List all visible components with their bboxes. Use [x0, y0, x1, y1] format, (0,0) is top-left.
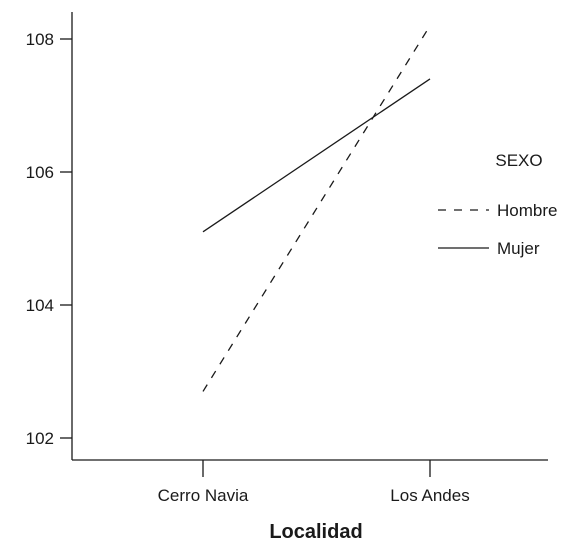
legend-items: Hombre Mujer: [438, 201, 557, 258]
axes: [71, 12, 548, 461]
legend: SEXO Hombre Mujer: [438, 151, 557, 258]
y-tick-label: 108: [26, 30, 54, 49]
legend-title: SEXO: [495, 151, 542, 170]
series-lines: [202, 25, 431, 392]
y-tick-label: 106: [26, 163, 54, 182]
y-ticks: 102 104 106 108: [26, 30, 72, 448]
x-tick-label: Cerro Navia: [158, 486, 249, 505]
series-line-hombre: [202, 25, 431, 392]
x-tick-label: Los Andes: [390, 486, 469, 505]
legend-label-hombre: Hombre: [497, 201, 557, 220]
x-ticks: Cerro Navia Los Andes: [158, 460, 470, 505]
series-line-mujer: [202, 78, 431, 233]
legend-label-mujer: Mujer: [497, 239, 540, 258]
x-axis-title: Localidad: [269, 521, 362, 543]
y-tick-label: 104: [26, 296, 54, 315]
y-tick-label: 102: [26, 429, 54, 448]
